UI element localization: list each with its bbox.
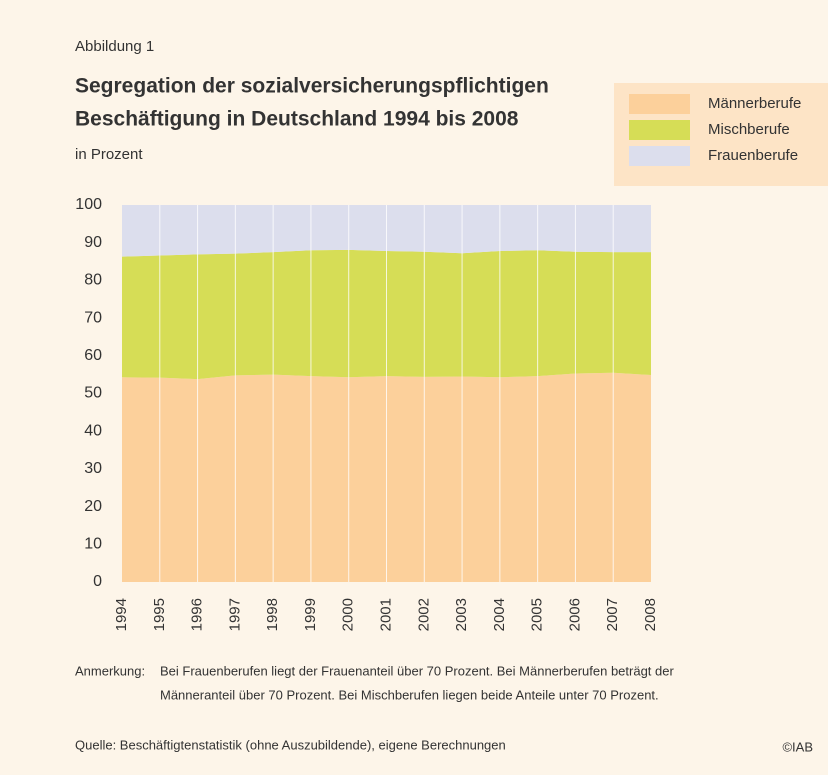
y-tick-label: 50 (84, 385, 102, 402)
legend-label: Mischberufe (708, 121, 790, 138)
legend-label: Männerberufe (708, 95, 801, 112)
x-tick-label: 2004 (491, 598, 508, 631)
legend-label: Frauenberufe (708, 147, 798, 164)
y-tick-label: 20 (84, 498, 102, 515)
x-tick-label: 1995 (151, 598, 168, 631)
x-tick-label: 2001 (377, 598, 394, 631)
chart-title: Beschäftigung in Deutschland 1994 bis 20… (75, 108, 519, 131)
x-tick-label: 1999 (302, 598, 319, 631)
x-tick-label: 2002 (415, 598, 432, 631)
y-tick-label: 80 (84, 272, 102, 289)
y-tick-label: 0 (93, 573, 102, 590)
x-tick-label: 1997 (226, 598, 243, 631)
x-tick-label: 2008 (642, 598, 659, 631)
y-tick-label: 60 (84, 347, 102, 364)
legend-swatch (629, 94, 690, 114)
y-tick-label: 10 (84, 536, 102, 553)
x-tick-label: 1996 (189, 598, 206, 631)
y-tick-label: 70 (84, 309, 102, 326)
legend-swatch (629, 146, 690, 166)
legend-swatch (629, 120, 690, 140)
source: Quelle: Beschäftigtenstatistik (ohne Aus… (75, 737, 506, 752)
x-tick-label: 2005 (529, 598, 546, 631)
y-tick-label: 100 (75, 196, 102, 213)
x-tick-label: 1994 (113, 598, 130, 631)
note-text: Bei Frauenberufen liegt der Frauenanteil… (160, 663, 674, 678)
chart-title: Segregation der sozialversicherungspflic… (75, 75, 549, 98)
figure-label: Abbildung 1 (75, 38, 154, 55)
copyright: ©IAB (782, 739, 813, 754)
note-label: Anmerkung: (75, 663, 145, 678)
y-tick-label: 40 (84, 422, 102, 439)
x-tick-label: 1998 (264, 598, 281, 631)
x-tick-label: 2000 (340, 598, 357, 631)
y-tick-label: 90 (84, 234, 102, 251)
x-tick-label: 2003 (453, 598, 470, 631)
chart-subtitle: in Prozent (75, 146, 143, 163)
x-tick-label: 2007 (604, 598, 621, 631)
note-text: Männeranteil über 70 Prozent. Bei Mischb… (160, 687, 659, 702)
x-tick-label: 2006 (566, 598, 583, 631)
y-tick-label: 30 (84, 460, 102, 477)
